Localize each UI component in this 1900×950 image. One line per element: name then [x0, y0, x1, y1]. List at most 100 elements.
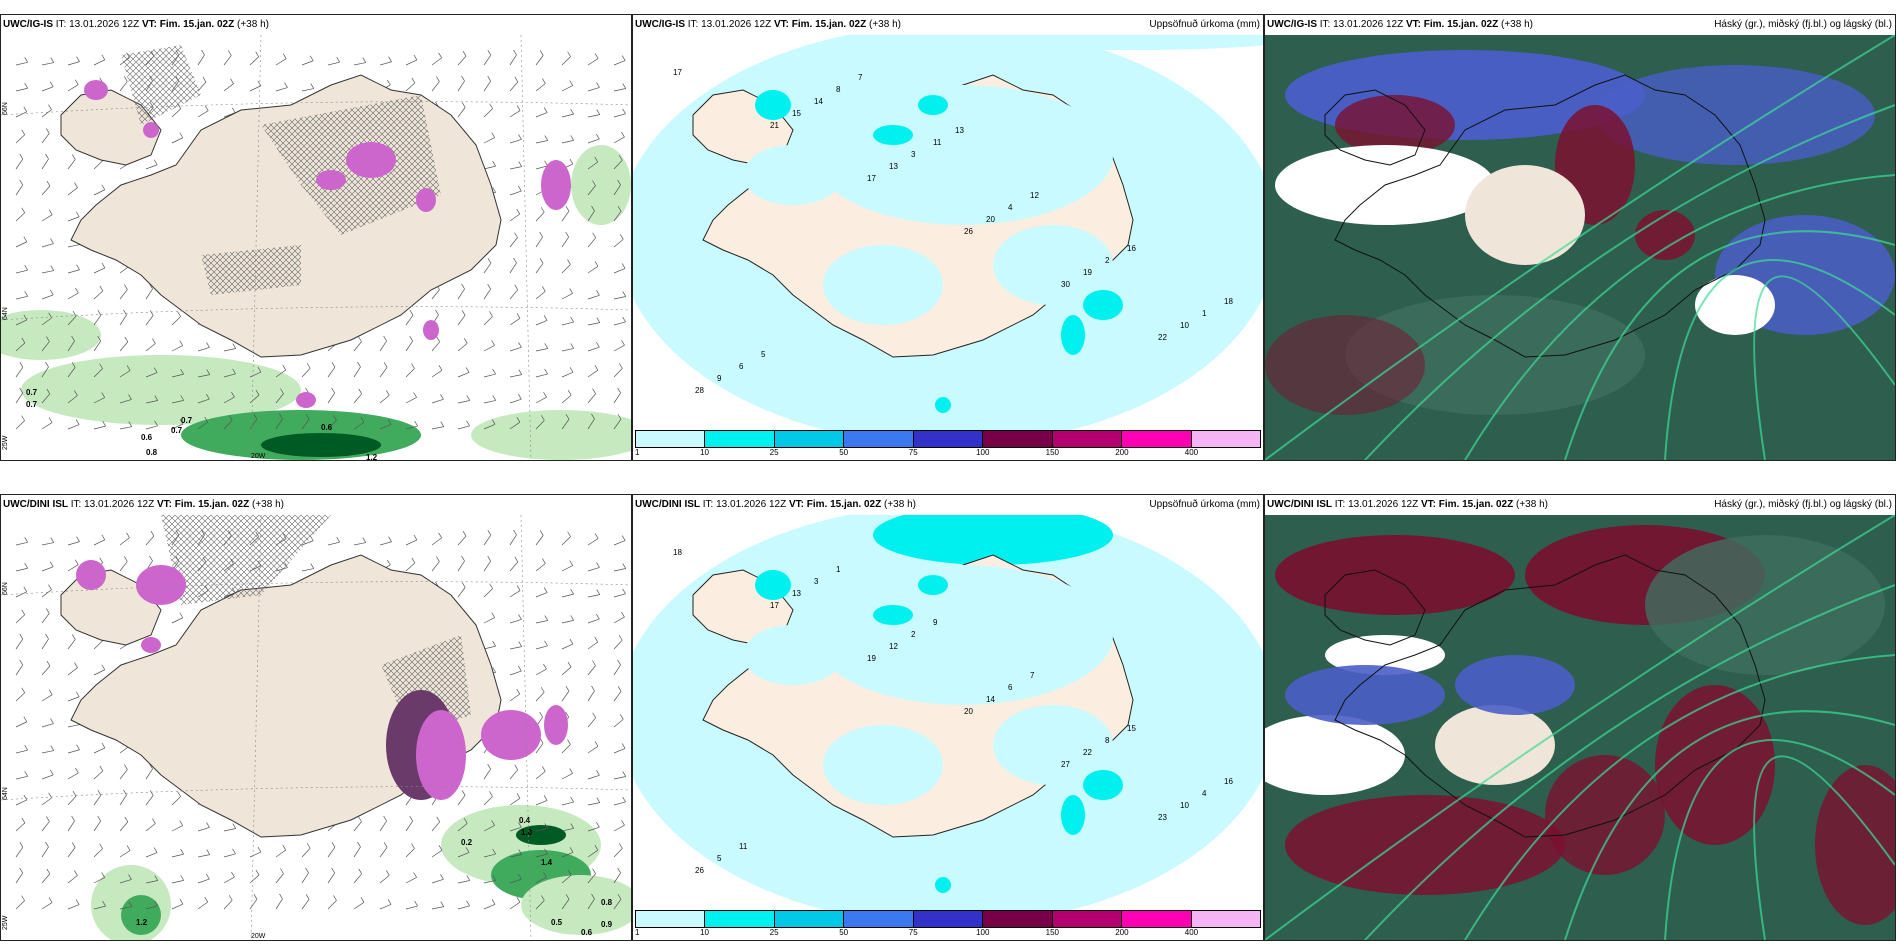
valid-time: VT: Fim. 15.jan. 02Z — [1405, 19, 1499, 30]
value-label: 18 — [1224, 297, 1233, 306]
hatched-region — [201, 245, 301, 295]
value-label: 28 — [695, 386, 704, 395]
model-name: UWC/DINI ISL — [3, 499, 68, 510]
value-label: 17 — [770, 601, 779, 610]
value-label: 0.7 — [171, 426, 183, 435]
value-label: 0.2 — [461, 838, 473, 847]
panel-header: UWC/IG-IS IT: 13.01.2026 12Z VT: Fim. 15… — [1265, 15, 1895, 35]
value-label: 1.4 — [541, 858, 553, 867]
value-label: 14 — [814, 97, 823, 106]
precip-type-shading — [76, 560, 568, 800]
panel-header: UWC/DINI ISL IT: 13.01.2026 12Z VT: Fim.… — [1, 495, 631, 515]
value-label: 15 — [1127, 724, 1136, 733]
cloud-map — [1265, 35, 1895, 460]
lat-label: 64N — [2, 307, 9, 320]
value-label: 10 — [1180, 321, 1189, 330]
value-label: 12 — [889, 642, 898, 651]
panel-header: UWC/IG-IS IT: 13.01.2026 12Z VT: Fim. 15… — [1, 15, 631, 35]
value-label: 0.4 — [519, 816, 531, 825]
lead-time: (+38 h) — [1501, 19, 1533, 30]
lon-label: 25W — [2, 435, 9, 450]
value-label: 1.2 — [136, 918, 148, 927]
value-label: 9 — [933, 618, 938, 627]
precip-map: 17 21 17 26 30 22 28 15 13 20 19 10 9 14 3 4 2 1 6 8 11 12 16 1… — [633, 35, 1263, 460]
value-label: 9 — [717, 374, 722, 383]
lon-label: 20W — [251, 933, 266, 940]
value-label: 14 — [986, 695, 995, 704]
westfjords-landmass — [1324, 89, 1426, 166]
wind-speed-shading — [1, 145, 631, 460]
heavy-precip — [755, 570, 1123, 893]
value-label: 11 — [739, 842, 748, 851]
panel-precip-top: UWC/IG-IS IT: 13.01.2026 12Z VT: Fim. 15… — [632, 14, 1264, 461]
value-label: 22 — [1083, 748, 1092, 757]
valid-time: VT: Fim. 15.jan. 02Z — [1420, 499, 1514, 510]
value-label: 12 — [1030, 191, 1039, 200]
panel-title: Uppsöfnuð úrkoma (mm) — [1149, 19, 1260, 30]
value-label: 7 — [1030, 671, 1035, 680]
value-label: 8 — [836, 85, 841, 94]
value-label: 21 — [770, 121, 779, 130]
panel-wind-bottom: UWC/DINI ISL IT: 13.01.2026 12Z VT: Fim.… — [0, 494, 632, 941]
init-time: IT: 13.01.2026 12Z — [55, 19, 140, 30]
value-label: 18 — [673, 548, 682, 557]
value-label: 1 — [836, 565, 841, 574]
init-time: IT: 13.01.2026 12Z — [70, 499, 155, 510]
lead-time: (+38 h) — [1516, 499, 1548, 510]
init-time: IT: 13.01.2026 12Z — [687, 19, 772, 30]
hatched-region — [121, 45, 201, 125]
value-label: 10 — [1180, 801, 1189, 810]
panel-clouds-bottom: UWC/DINI ISL IT: 13.01.2026 12Z VT: Fim.… — [1264, 494, 1896, 941]
value-label: 0.7 — [26, 400, 38, 409]
wind-speed-shading — [91, 805, 631, 940]
panel-title: Háský (gr.), miðský (fj.bl.) og lágský (… — [1714, 499, 1892, 510]
inland-precip — [743, 565, 1113, 805]
value-label: 30 — [1061, 280, 1070, 289]
cloud-contours — [1265, 35, 1895, 460]
valid-time: VT: Fim. 15.jan. 02Z — [788, 499, 882, 510]
value-label: 0.5 — [551, 918, 563, 927]
value-label: 0.6 — [141, 433, 153, 442]
value-label: 19 — [867, 654, 876, 663]
lead-time: (+38 h) — [237, 19, 269, 30]
value-label: 5 — [717, 854, 722, 863]
panel-precip-bottom: UWC/DINI ISL IT: 13.01.2026 12Z VT: Fim.… — [632, 494, 1264, 941]
value-label: 13 — [955, 126, 964, 135]
precip-type-shading — [84, 80, 571, 408]
value-label: 23 — [1158, 813, 1167, 822]
panel-header: UWC/DINI ISL IT: 13.01.2026 12Z VT: Fim.… — [1265, 495, 1895, 515]
value-label: 1.0 — [521, 828, 533, 837]
hatched-region — [161, 515, 331, 605]
value-label: 1.2 — [366, 453, 378, 460]
value-label: 17 — [673, 68, 682, 77]
value-label: 6 — [739, 362, 744, 371]
wind-map: 1.0 0.4 0.8 0.5 0.9 0.6 1.2 1.4 0.2 66N 64N 25W 20W — [1, 515, 631, 940]
value-label: 0.6 — [321, 423, 333, 432]
value-label: 0.8 — [601, 898, 613, 907]
value-label: 16 — [1127, 244, 1136, 253]
model-name: UWC/DINI ISL — [1267, 499, 1332, 510]
inland-precip — [743, 85, 1113, 325]
value-label: 5 — [761, 350, 766, 359]
precip-amount-labels: 1721172630222815132019109143421681112161… — [673, 68, 1233, 395]
value-label: 6 — [1008, 683, 1013, 692]
value-label: 19 — [1083, 268, 1092, 277]
value-label: 11 — [933, 138, 942, 147]
value-label: 13 — [889, 162, 898, 171]
model-name: UWC/DINI ISL — [635, 499, 700, 510]
cloud-contours — [1265, 515, 1895, 940]
value-label: 0.7 — [26, 388, 38, 397]
value-label: 26 — [964, 227, 973, 236]
precip-map: 18 17 19 20 27 23 26 13 12 14 22 10 5 3 2 6 8 4 11 1 9 7 15 16 — [633, 515, 1263, 940]
panel-clouds-top: UWC/IG-IS IT: 13.01.2026 12Z VT: Fim. 15… — [1264, 14, 1896, 461]
value-label: 0.6 — [581, 928, 593, 937]
panel-wind-top: UWC/IG-IS IT: 13.01.2026 12Z VT: Fim. 15… — [0, 14, 632, 461]
init-time: IT: 13.01.2026 12Z — [702, 499, 787, 510]
value-label: 0.8 — [146, 448, 158, 457]
value-label: 0.7 — [181, 416, 193, 425]
value-label: 13 — [792, 589, 801, 598]
iceland-landmass — [1334, 554, 1766, 838]
lon-label: 20W — [251, 453, 266, 460]
iceland-landmass — [1334, 74, 1766, 358]
